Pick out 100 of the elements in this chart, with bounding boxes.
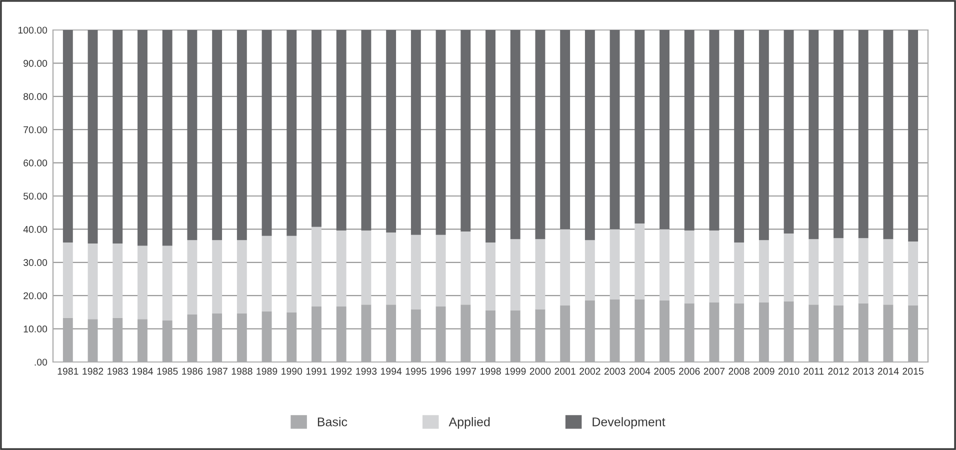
x-tick-label: 1991: [306, 368, 327, 375]
bar: [486, 242, 496, 310]
bar: [883, 30, 894, 240]
bar: [62, 242, 73, 318]
y-tick-label: .00: [34, 358, 48, 366]
x-tick-label: 1999: [505, 368, 526, 375]
y-tick-label: 90.00: [24, 60, 48, 67]
bar: [138, 246, 148, 320]
bar: [312, 226, 322, 307]
y-tick-label: 40.00: [23, 226, 48, 233]
y-tick-label: 70.00: [24, 126, 48, 134]
x-tick-label: 1989: [256, 368, 278, 375]
bar: [883, 239, 894, 305]
x-tick-label: 2001: [554, 368, 576, 375]
x-tick-label: 1994: [380, 368, 402, 375]
bar: [112, 243, 123, 318]
x-tick-label: 2003: [604, 368, 626, 375]
x-tick-label: 1993: [356, 368, 377, 375]
x-tick-label: 1992: [331, 368, 352, 375]
bar: [908, 241, 918, 306]
bar: [460, 30, 471, 232]
bar: [312, 30, 322, 227]
bar: [212, 240, 222, 314]
bar: [734, 242, 744, 304]
bar: [834, 30, 844, 238]
bar: [410, 234, 421, 310]
bar: [660, 30, 670, 230]
bar: [610, 229, 620, 300]
bar: [610, 30, 620, 230]
y-tick-label: 10.00: [24, 326, 48, 332]
x-tick-label: 2005: [654, 368, 675, 375]
bar: [286, 30, 297, 236]
y-tick-label: 60.00: [24, 160, 48, 166]
x-tick-label: 2014: [878, 368, 899, 375]
bar: [808, 239, 819, 305]
bar: [834, 238, 844, 306]
x-tick-label: 1998: [480, 368, 501, 375]
bar: [535, 30, 546, 240]
bar: [660, 229, 670, 300]
legend-label: Applied: [448, 417, 490, 429]
x-tick-label: 2007: [704, 368, 725, 375]
x-tick-label: 2008: [728, 368, 750, 375]
bar: [162, 246, 172, 320]
bar: [684, 230, 694, 304]
x-tick-label: 1986: [182, 368, 203, 375]
bar: [236, 240, 247, 314]
y-tick-label: 50.00: [24, 192, 48, 200]
bar: [262, 236, 272, 312]
bar: [162, 30, 172, 246]
bar: [684, 30, 694, 231]
y-tick-label: 20.00: [24, 292, 48, 300]
bar: [634, 30, 645, 224]
x-tick-label: 2002: [580, 368, 600, 375]
x-tick-label: 2015: [902, 368, 924, 375]
bar: [584, 240, 595, 300]
bar: [858, 238, 868, 304]
x-tick-label: 1981: [58, 368, 78, 375]
bar: [386, 232, 396, 305]
bar: [634, 224, 645, 300]
bar: [386, 30, 396, 233]
bar: [336, 230, 346, 307]
bar: [758, 240, 769, 302]
bar: [112, 30, 123, 244]
x-tick-label: 1990: [282, 368, 302, 375]
x-tick-label: 1987: [206, 368, 228, 375]
bar: [560, 229, 570, 306]
y-tick-label: 30.00: [23, 259, 48, 266]
x-tick-label: 1996: [430, 368, 452, 375]
x-tick-label: 2006: [679, 368, 700, 375]
x-tick-label: 1988: [232, 368, 252, 375]
bar: [709, 30, 720, 231]
bar: [858, 30, 868, 238]
bar: [212, 30, 222, 240]
bar: [88, 30, 98, 244]
bar: [62, 30, 73, 242]
bar: [510, 30, 520, 240]
x-tick-label: 1985: [157, 368, 178, 375]
x-tick-label: 2013: [853, 368, 874, 375]
x-tick-label: 2000: [530, 368, 551, 375]
bar: [436, 30, 446, 235]
legend-label: Basic: [318, 417, 348, 426]
x-tick-label: 1997: [456, 368, 476, 375]
bar: [187, 30, 198, 240]
x-tick-label: 2004: [629, 368, 650, 375]
bar: [138, 30, 148, 246]
y-tick-label: 80.00: [24, 93, 48, 100]
legend-label: Development: [592, 417, 666, 429]
x-tick-label: 2010: [778, 368, 800, 375]
bar: [758, 30, 769, 240]
x-tick-label: 1984: [132, 368, 154, 375]
x-tick-label: 2012: [828, 368, 849, 375]
x-tick-label: 1995: [406, 368, 426, 375]
bar: [510, 239, 520, 310]
y-tick-label: 100.00: [18, 26, 48, 34]
bar: [410, 30, 421, 235]
bar: [187, 240, 198, 315]
x-tick-label: 1983: [108, 368, 128, 375]
bar: [784, 30, 794, 234]
bar: [336, 30, 346, 231]
bar: [908, 30, 918, 242]
